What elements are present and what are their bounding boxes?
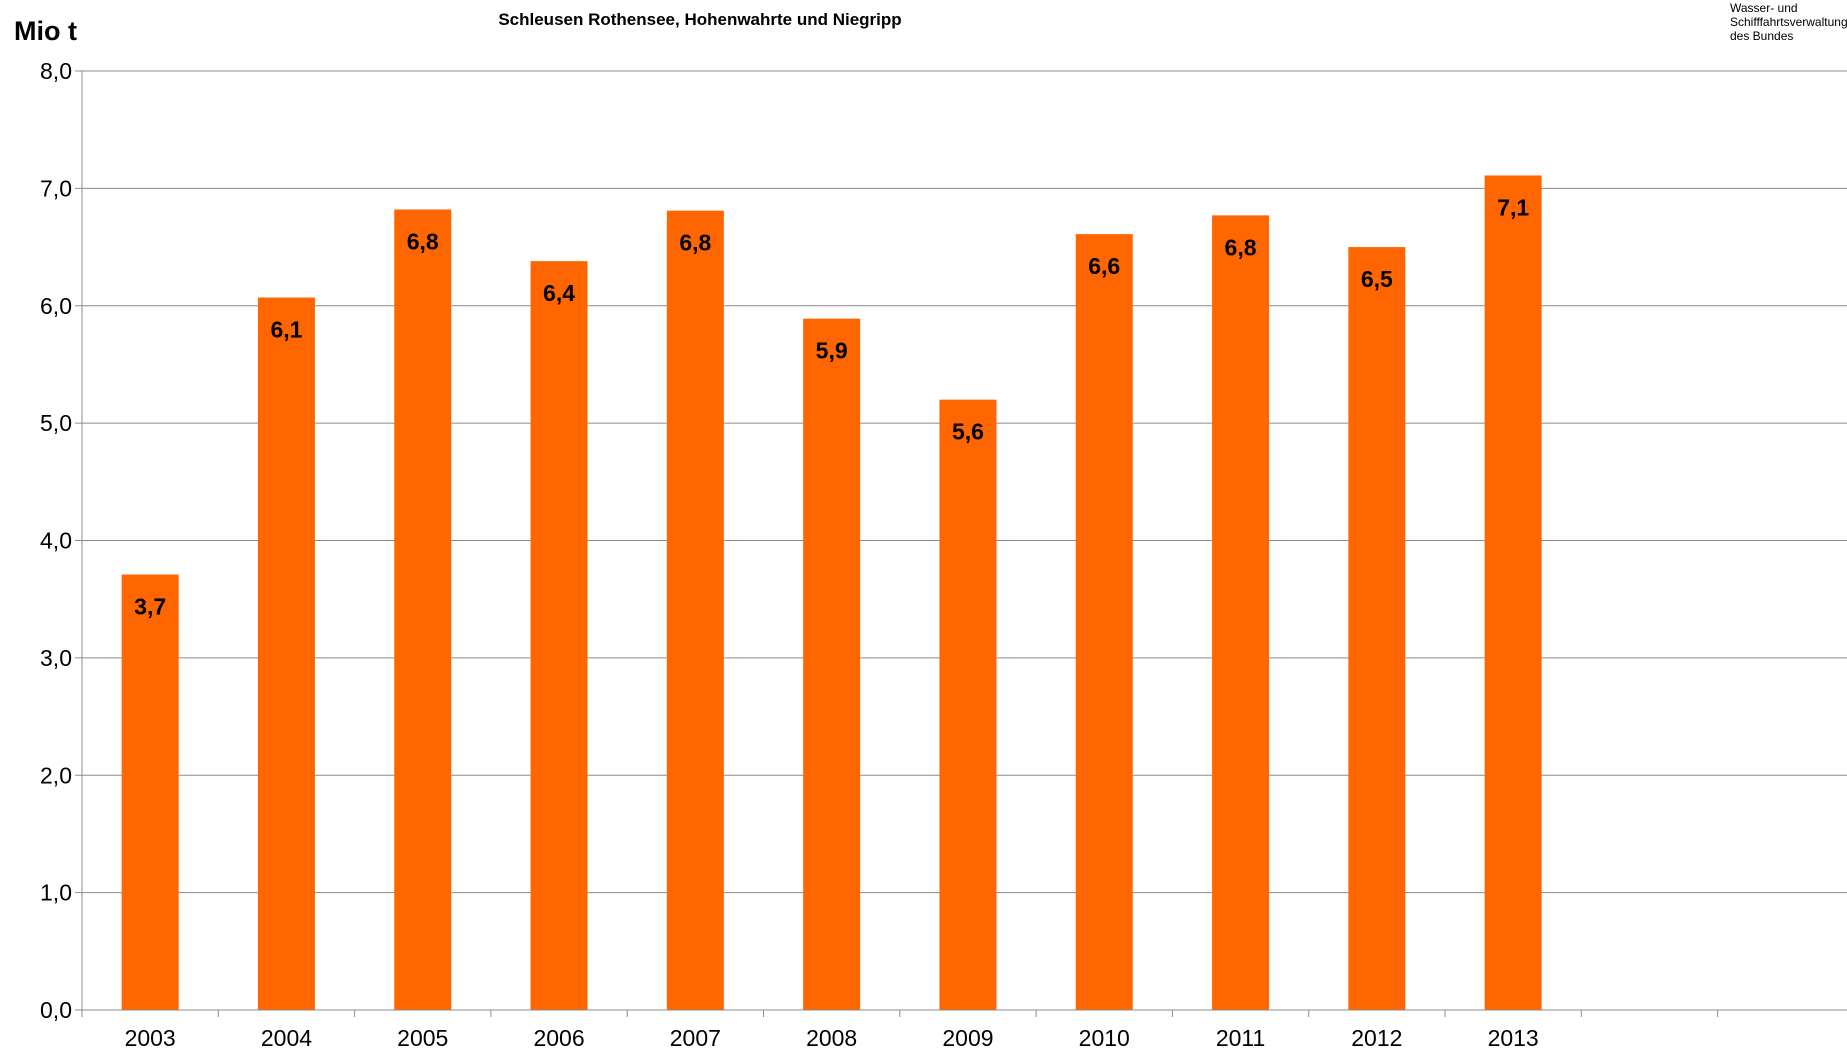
bar: [394, 209, 452, 1010]
data-label: 6,1: [270, 317, 302, 343]
x-tick-label: 2008: [806, 1025, 857, 1051]
y-tick-label: 2,0: [40, 762, 72, 788]
bar: [803, 318, 861, 1010]
bar: [939, 399, 997, 1010]
x-tick-label: 2013: [1488, 1025, 1539, 1051]
data-label: 3,7: [134, 594, 166, 620]
y-axis-unit-label: Mio t: [14, 16, 77, 46]
organization-line: Wasser- und: [1730, 1, 1798, 15]
data-label: 6,5: [1361, 266, 1393, 292]
data-label: 6,8: [1225, 234, 1257, 260]
y-tick-label: 4,0: [40, 528, 72, 554]
x-tick-label: 2003: [125, 1025, 176, 1051]
data-label: 6,8: [679, 230, 711, 256]
y-tick-label: 1,0: [40, 880, 72, 906]
data-label: 6,4: [543, 280, 575, 306]
axes: [75, 70, 1847, 1017]
x-tick-label: 2006: [533, 1025, 584, 1051]
data-label: 6,6: [1088, 253, 1120, 279]
bar: [666, 210, 724, 1010]
x-tick-label: 2010: [1079, 1025, 1130, 1051]
data-label: 5,6: [952, 419, 984, 445]
y-tick-label: 7,0: [40, 175, 72, 201]
chart-title: Schleusen Rothensee, Hohenwahrte und Nie…: [498, 10, 902, 29]
data-label: 5,9: [816, 338, 848, 364]
bar: [1075, 234, 1133, 1010]
x-tick-label: 2007: [670, 1025, 721, 1051]
organization-line: des Bundes: [1730, 29, 1794, 43]
y-tick-label: 3,0: [40, 645, 72, 671]
bar: [257, 297, 315, 1010]
bar: [121, 574, 179, 1010]
y-tick-label: 6,0: [40, 293, 72, 319]
bar: [1484, 175, 1542, 1010]
y-tick-label: 5,0: [40, 410, 72, 436]
x-tick-label: 2009: [942, 1025, 993, 1051]
x-tick-label: 2005: [397, 1025, 448, 1051]
x-tick-label: 2004: [261, 1025, 312, 1051]
bar: [1348, 247, 1406, 1010]
bar: [530, 261, 588, 1011]
organization-logo-text: Wasser- und Schifffahrtsverwaltung des B…: [1730, 1, 1847, 43]
bars: [121, 175, 1542, 1011]
bar: [1212, 215, 1270, 1011]
y-tick-label: 8,0: [40, 58, 72, 84]
x-tick-label: 2012: [1351, 1025, 1402, 1051]
x-tick-label: 2011: [1216, 1025, 1265, 1051]
organization-line: Schifffahrtsverwaltung: [1730, 15, 1847, 29]
data-label: 6,8: [407, 229, 439, 255]
y-tick-label: 0,0: [40, 997, 72, 1023]
data-label: 7,1: [1497, 194, 1529, 220]
labels: 0,0 1,0 2,0 3,0 4,0 5,0 6,0 7,0 8,0 3,7 2003 6,1 200…: [40, 58, 1539, 1051]
